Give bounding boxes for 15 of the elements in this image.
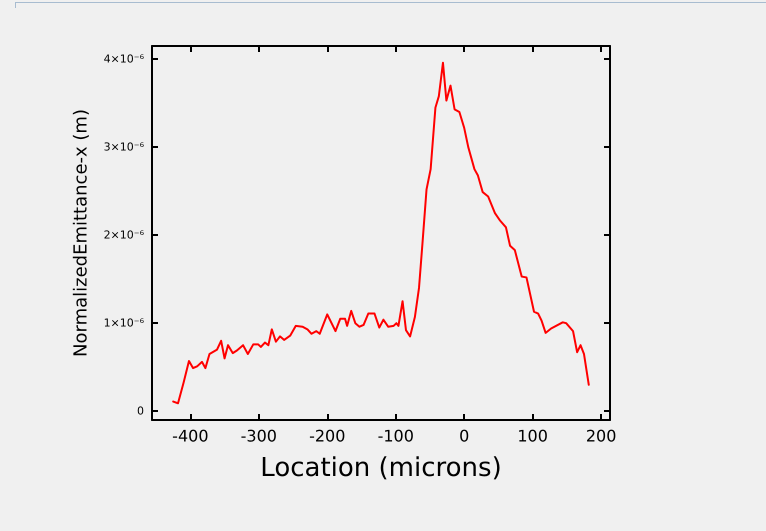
x-tick-label: -100: [378, 426, 414, 446]
line-series: [172, 62, 590, 404]
y-tick-label: 4×10⁻⁶: [104, 52, 145, 66]
x-tick-label: -400: [172, 426, 208, 446]
y-axis-title: NormalizedEmittance-x (m): [70, 109, 92, 357]
x-tick-label: 200: [586, 426, 616, 446]
y-tick-label: 3×10⁻⁶: [104, 140, 145, 154]
x-axis-title: Location (microns): [260, 453, 502, 483]
x-tick-label: -300: [240, 426, 277, 446]
y-tick-label: 1×10⁻⁶: [104, 316, 145, 330]
x-tick-label: 100: [517, 426, 548, 446]
y-tick-label: 2×10⁻⁶: [104, 228, 145, 242]
x-tick-label: 0: [459, 426, 470, 446]
y-tick-label: 0: [137, 404, 144, 418]
x-tick-label: -200: [309, 426, 346, 446]
